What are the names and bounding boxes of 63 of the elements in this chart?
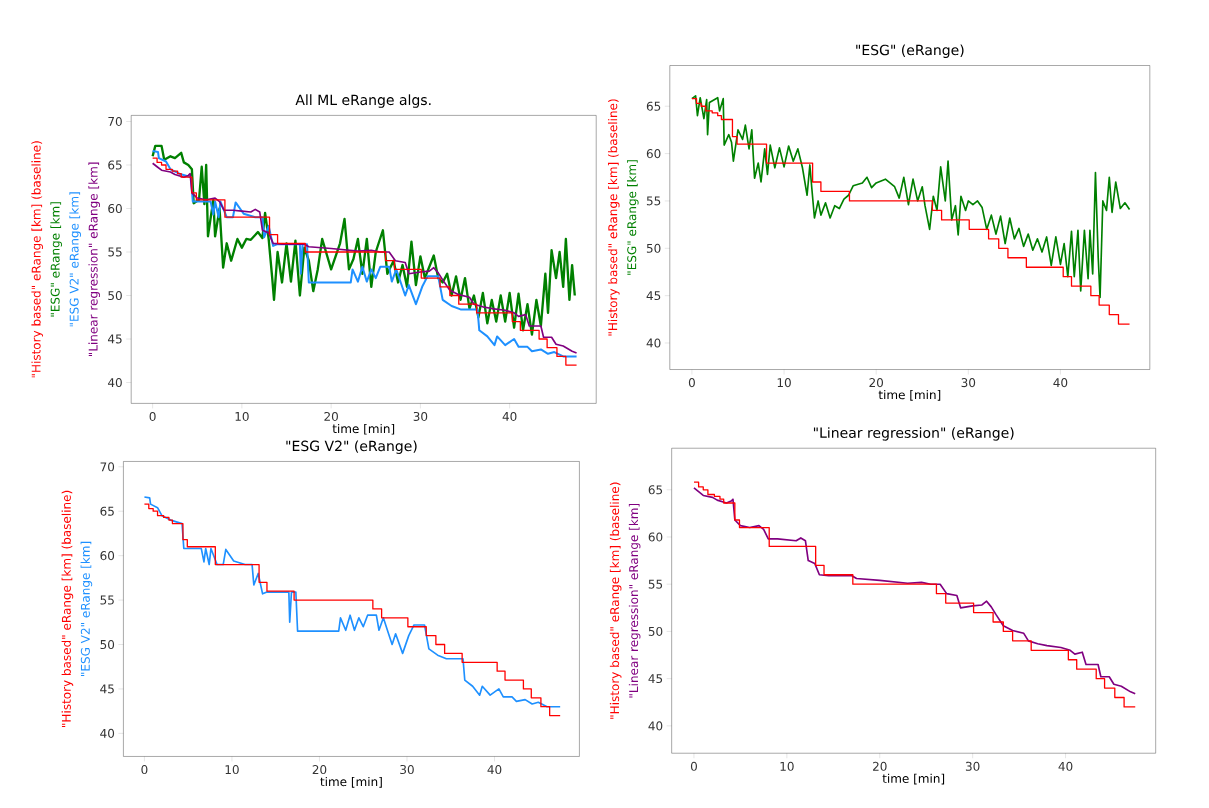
text: "History based" eRange [km] (baseline)	[31, 141, 43, 378]
x-tick-label: 20	[312, 765, 327, 775]
x-tick-label: 10	[225, 765, 239, 775]
x-tick-label: 0	[688, 378, 695, 388]
x-tick-label: 10	[235, 411, 249, 422]
x-tick-label: 40	[487, 765, 502, 775]
y-tick-label: 50	[648, 626, 663, 636]
y-tick-label: 65	[100, 506, 114, 516]
y-tick-label: 70	[100, 462, 115, 472]
y-tick-label: 50	[100, 639, 115, 650]
x-tick-label: 30	[961, 378, 976, 388]
y-tick-label: 60	[646, 149, 661, 159]
text: "Linear regression" eRange [km]	[88, 162, 100, 357]
y-tick-label: 50	[646, 243, 661, 253]
x-axis-title: time [min]	[320, 776, 382, 788]
x-tick-label: 0	[149, 411, 156, 422]
x-tick-label: 40	[1058, 761, 1073, 771]
text: "History based" eRange [km] (baseline)	[61, 490, 74, 727]
y-tick-label: 45	[107, 334, 122, 344]
x-tick-label: 20	[324, 411, 338, 422]
x-tick-label: 40	[1053, 378, 1068, 388]
y-tick-label: 45	[100, 684, 114, 694]
x-tick-label: 0	[690, 761, 697, 771]
text: "ESG" eRange [km]	[50, 202, 62, 317]
y-tick-label: 65	[648, 485, 663, 495]
chart-title: "ESG" (eRange)	[856, 44, 964, 58]
x-tick-label: 10	[780, 761, 794, 771]
y-tick-label: 45	[648, 674, 663, 684]
y-tick-label: 55	[648, 579, 663, 589]
x-tick-label: 20	[873, 761, 887, 771]
text: "History based" eRange [km] (baseline)	[609, 482, 622, 719]
y-tick-label: 55	[646, 196, 661, 206]
chart-title: All ML eRange algs.	[295, 94, 431, 108]
y-tick-label: 70	[108, 116, 122, 127]
x-tick-label: 10	[777, 378, 791, 388]
y-tick-label: 65	[646, 101, 661, 111]
y-tick-label: 40	[100, 728, 115, 738]
x-tick-label: 40	[502, 411, 517, 422]
x-tick-label: 20	[869, 378, 884, 388]
y-tick-label: 65	[108, 160, 122, 170]
text: "ESG V2" eRange [km]	[80, 541, 93, 676]
x-tick-label: 0	[141, 765, 148, 775]
text: "ESG" eRange [km]	[626, 160, 639, 275]
chart-title: "Linear regression" (eRange)	[813, 427, 1014, 441]
x-tick-label: 30	[400, 765, 414, 775]
x-axis-title: time [min]	[878, 390, 941, 401]
y-tick-label: 60	[648, 532, 663, 542]
y-tick-label: 60	[108, 203, 122, 214]
x-axis-title: time [min]	[332, 423, 395, 435]
text: "ESG V2" eRange [km]	[69, 192, 81, 327]
y-tick-label: 60	[100, 551, 115, 561]
text: "History based" eRange [km] (baseline)	[607, 99, 620, 336]
x-tick-label: 30	[965, 761, 980, 771]
chart-title: "ESG V2" (eRange)	[286, 440, 417, 454]
x-tick-label: 30	[413, 411, 428, 422]
y-tick-label: 40	[648, 721, 663, 731]
x-axis-title: time [min]	[882, 773, 945, 785]
y-tick-label: 40	[646, 338, 661, 348]
y-tick-label: 45	[646, 291, 661, 301]
y-tick-label: 50	[108, 290, 122, 301]
text: "Linear regression" eRange [km]	[628, 503, 641, 698]
y-tick-label: 55	[100, 595, 114, 605]
y-tick-label: 55	[108, 247, 122, 257]
